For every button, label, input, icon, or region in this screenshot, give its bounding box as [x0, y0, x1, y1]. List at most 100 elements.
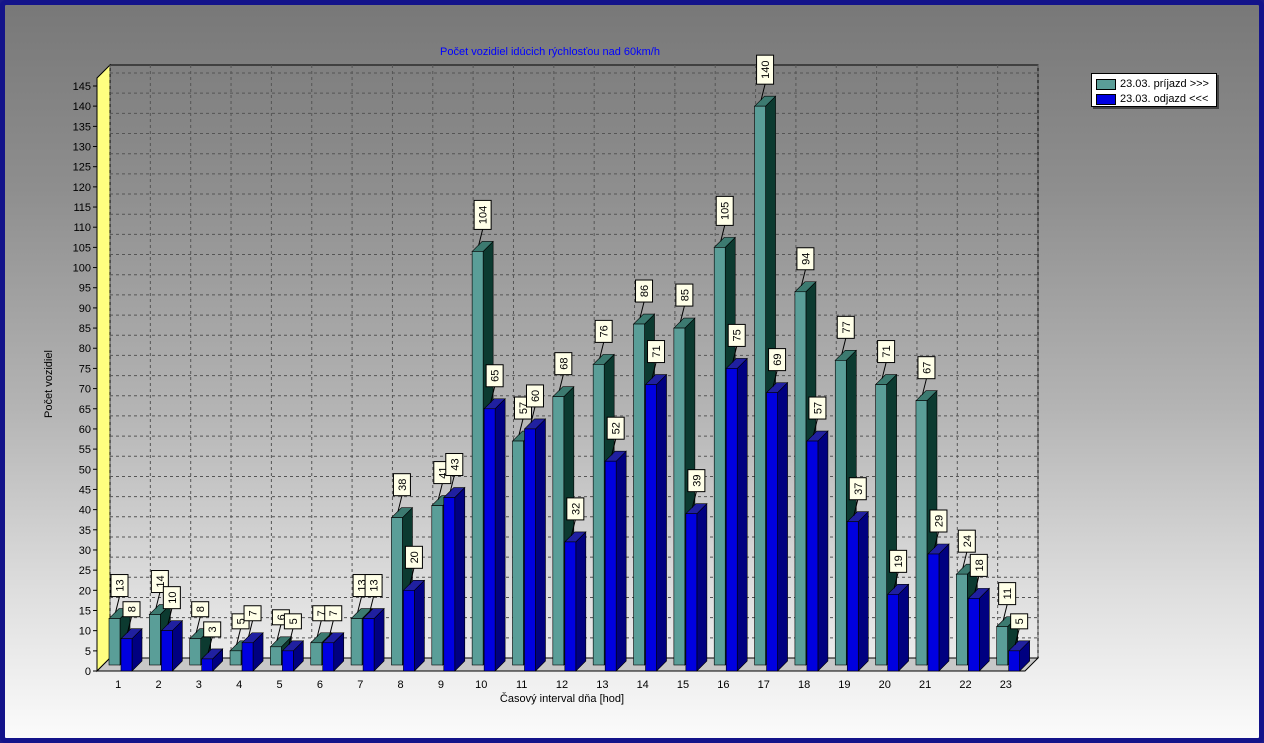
data-label-leader	[490, 386, 496, 403]
data-label-box	[473, 199, 492, 230]
y-tick-label: 125	[73, 162, 91, 174]
bar	[201, 658, 213, 672]
data-label-box	[796, 247, 815, 271]
data-label-leader	[207, 636, 213, 654]
data-label-leader	[478, 229, 484, 246]
bar	[927, 553, 940, 672]
data-label: 13	[369, 579, 381, 591]
data-label: 65	[490, 370, 502, 382]
data-label: 6	[276, 614, 288, 620]
data-label: 85	[679, 289, 691, 301]
x-tick-label: 6	[317, 679, 323, 691]
data-label: 86	[639, 285, 651, 297]
bar	[270, 646, 282, 666]
bar	[524, 428, 536, 672]
bar	[887, 594, 899, 672]
left-wall	[96, 63, 111, 673]
data-label: 76	[599, 325, 611, 337]
y-tick-label: 105	[73, 242, 91, 254]
data-label-box	[889, 549, 908, 573]
bar	[229, 650, 242, 666]
data-label-box	[957, 529, 976, 553]
data-label-leader	[437, 483, 443, 500]
x-tick-label: 16	[717, 679, 729, 691]
data-label-leader	[720, 225, 726, 242]
x-tick-label: 12	[556, 679, 568, 691]
data-label-box	[877, 340, 896, 364]
data-label-leader	[853, 499, 859, 516]
data-label: 104	[478, 206, 490, 224]
data-label: 57	[812, 402, 824, 414]
bar	[431, 505, 444, 666]
bar	[443, 497, 456, 672]
y-tick-label: 40	[79, 505, 91, 517]
data-label: 3	[207, 626, 219, 632]
data-label-leader	[921, 378, 927, 395]
data-label: 14	[155, 575, 167, 587]
bar	[512, 440, 524, 666]
data-label-leader	[328, 620, 334, 637]
bar-side	[454, 486, 466, 672]
data-label-leader	[570, 519, 576, 537]
data-label-box	[917, 356, 936, 380]
data-label: 67	[921, 362, 933, 374]
data-label-box	[768, 348, 787, 372]
data-label-box	[110, 574, 129, 598]
legend-item-prijazd: 23.03. príjazd >>>	[1096, 77, 1209, 91]
x-axis-label: Časový interval dňa [hod]	[500, 692, 624, 705]
bar	[806, 440, 819, 672]
data-label-leader	[611, 439, 617, 456]
data-label-leader	[248, 620, 254, 637]
bar	[604, 460, 617, 672]
legend-item-odjazd: 23.03. odjazd <<<	[1096, 92, 1208, 106]
data-label-box	[162, 586, 181, 610]
x-tick-label: 2	[155, 679, 161, 691]
data-label-box	[525, 384, 544, 408]
data-label-leader	[841, 338, 847, 355]
chart-bars	[108, 95, 1031, 672]
data-label-box	[836, 315, 855, 339]
data-label-leader	[167, 608, 173, 625]
data-label: 11	[1002, 588, 1014, 599]
data-label-box	[929, 509, 948, 533]
data-label: 8	[127, 606, 139, 612]
y-tick-label: 35	[79, 525, 91, 537]
data-label: 29	[933, 515, 945, 527]
data-label-leader	[127, 616, 132, 633]
y-tick-label: 80	[79, 343, 91, 355]
bar	[794, 291, 807, 666]
bar	[149, 614, 161, 666]
bar	[713, 247, 726, 666]
data-label-box	[404, 545, 423, 569]
data-label: 69	[772, 353, 784, 365]
bar	[189, 638, 201, 666]
data-label: 105	[720, 202, 732, 220]
data-label: 19	[893, 555, 905, 567]
y-tick-label: 110	[73, 222, 91, 234]
data-label: 7	[328, 610, 340, 616]
data-label: 10	[167, 592, 179, 604]
data-label-box	[594, 319, 613, 343]
x-tick-label: 18	[798, 679, 810, 691]
x-tick-label: 8	[398, 679, 404, 691]
data-label-leader	[1014, 628, 1020, 645]
bar-side	[857, 510, 869, 672]
data-label-leader	[195, 616, 201, 633]
legend-swatch-prijazd	[1096, 78, 1116, 90]
bar	[161, 630, 173, 672]
bar-chart: 0510152025303540455055606570758085909510…	[43, 46, 1040, 705]
data-label: 7	[248, 610, 260, 616]
x-tick-label: 3	[196, 679, 202, 691]
data-label-leader	[558, 374, 564, 391]
bar-side	[615, 450, 627, 672]
data-label-box	[364, 574, 383, 598]
data-label-leader	[962, 552, 968, 569]
x-tick-label: 13	[596, 679, 608, 691]
data-label-box	[687, 469, 706, 493]
data-label-leader	[933, 531, 939, 549]
bar-side	[696, 502, 708, 672]
data-label-leader	[881, 362, 887, 379]
bar	[282, 650, 294, 672]
